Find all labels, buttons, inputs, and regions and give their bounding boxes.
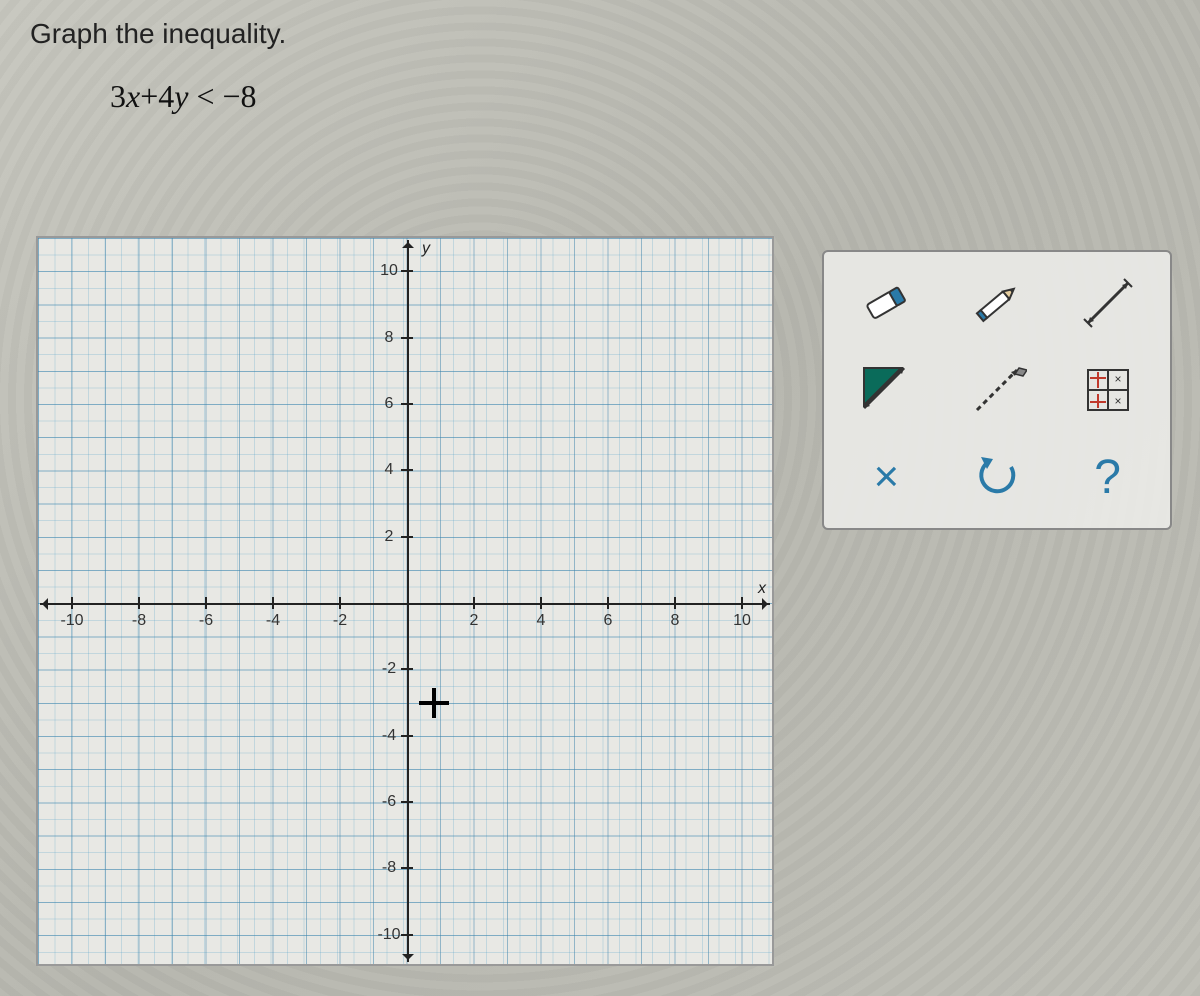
y-tick-label: -4 (382, 727, 396, 745)
x-axis-label: x (758, 580, 766, 598)
y-tick-label: 4 (385, 461, 394, 479)
x-tick-label: -10 (60, 612, 83, 630)
line-button[interactable] (1055, 262, 1160, 343)
y-axis (407, 240, 409, 962)
rhs: −8 (223, 78, 257, 114)
x-tick-label: 2 (470, 612, 479, 630)
x-tick-label: 4 (537, 612, 546, 630)
clear-icon: × (873, 452, 899, 502)
var-y: y (174, 78, 188, 114)
x-tick (674, 597, 676, 609)
x-tick (71, 597, 73, 609)
y-tick (401, 668, 413, 670)
arrow-right-icon (762, 598, 774, 610)
fill-region-button[interactable] (834, 349, 939, 430)
x-tick-label: -8 (132, 612, 146, 630)
x-tick (138, 597, 140, 609)
x-tick (272, 597, 274, 609)
help-icon: ? (1094, 450, 1121, 505)
x-tick (473, 597, 475, 609)
pencil-icon (967, 273, 1027, 333)
y-tick (401, 337, 413, 339)
x-tick (339, 597, 341, 609)
dashed-line-button[interactable] (945, 349, 1050, 430)
coef-1: 3 (110, 78, 126, 114)
svg-text:×: × (1114, 394, 1121, 408)
dashed-line-icon (967, 360, 1027, 420)
x-tick-label: -6 (199, 612, 213, 630)
y-tick (401, 469, 413, 471)
undo-button[interactable] (945, 437, 1050, 518)
y-tick (401, 801, 413, 803)
arrow-left-icon (36, 598, 48, 610)
var-x: x (126, 78, 140, 114)
y-tick-label: -6 (382, 793, 396, 811)
y-tick-label: -8 (382, 859, 396, 877)
op-plus: + (140, 78, 158, 114)
tool-panel: × × × ? (822, 250, 1172, 530)
y-tick-label: 10 (380, 262, 398, 280)
y-tick (401, 403, 413, 405)
x-tick (607, 597, 609, 609)
pencil-button[interactable] (945, 262, 1050, 343)
y-tick (401, 735, 413, 737)
x-tick-label: -2 (333, 612, 347, 630)
help-button[interactable]: ? (1055, 437, 1160, 518)
y-tick-label: 8 (385, 329, 394, 347)
op-lt: < (196, 78, 214, 114)
y-tick-label: 6 (385, 395, 394, 413)
clear-button[interactable]: × (834, 437, 939, 518)
y-tick (401, 867, 413, 869)
x-tick-label: 6 (604, 612, 613, 630)
arrow-down-icon (402, 954, 414, 966)
y-tick-label: -10 (377, 926, 400, 944)
y-tick (401, 934, 413, 936)
eraser-icon (856, 273, 916, 333)
prompt-text: Graph the inequality. (30, 18, 286, 50)
eraser-button[interactable] (834, 262, 939, 343)
x-axis (40, 603, 770, 605)
region-grid-button[interactable]: × × (1055, 349, 1160, 430)
y-tick (401, 270, 413, 272)
graph-canvas[interactable]: y x -10 -8 -6 -4 -2 2 4 6 8 10 10 8 6 4 2 -2 -4 -6 -8 -10 (36, 236, 774, 966)
x-tick-label: 8 (671, 612, 680, 630)
y-tick (401, 536, 413, 538)
y-tick-label: 2 (385, 528, 394, 546)
x-tick (540, 597, 542, 609)
coef-2: 4 (158, 78, 174, 114)
inequality-equation: 3x+4y < −8 (110, 78, 257, 115)
x-tick-label: -4 (266, 612, 280, 630)
line-icon (1078, 273, 1138, 333)
undo-icon (967, 447, 1027, 507)
x-tick-label: 10 (733, 612, 751, 630)
region-grid-icon: × × (1078, 360, 1138, 420)
y-tick-label: -2 (382, 660, 396, 678)
x-tick (205, 597, 207, 609)
arrow-up-icon (402, 236, 414, 248)
grid-major (38, 238, 772, 964)
svg-text:×: × (1114, 372, 1121, 386)
y-axis-label: y (422, 240, 430, 258)
fill-region-icon (856, 360, 916, 420)
x-tick (741, 597, 743, 609)
